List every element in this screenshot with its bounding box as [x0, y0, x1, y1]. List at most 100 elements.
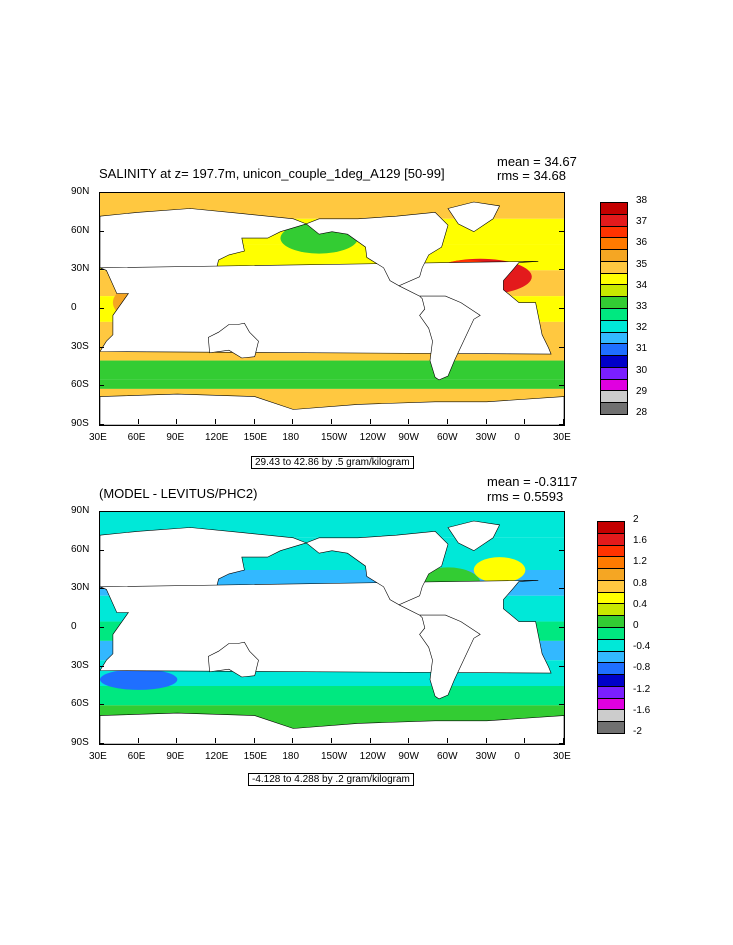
x-tick-mark: [447, 419, 448, 424]
x-tick-mark: [292, 419, 294, 424]
x-tick-mark: [176, 738, 178, 743]
land-mask: [398, 604, 481, 700]
x-tick-mark: [331, 738, 332, 743]
ocean-band: [100, 379, 564, 389]
x-tick-mark: [99, 738, 100, 743]
x-tick-mark: [99, 419, 100, 424]
anomaly-blob: [473, 557, 526, 583]
x-tick-label: 150W: [321, 751, 348, 762]
x-tick-mark: [292, 738, 294, 743]
y-tick-mark: [99, 269, 104, 271]
x-tick-mark: [369, 419, 371, 424]
y-tick-mark: [99, 665, 104, 667]
land-mask: [100, 580, 552, 674]
bottom-title: (MODEL - LEVITUS/PHC2): [99, 486, 258, 501]
x-tick-label: 60E: [127, 751, 146, 762]
x-tick-mark: [137, 738, 139, 743]
colorbar-label: 32: [636, 322, 648, 334]
y-tick-mark: [99, 192, 104, 193]
x-tick-label: 120E: [205, 751, 229, 762]
colorbar-label: 2: [633, 514, 639, 525]
y-tick-mark: [99, 385, 104, 387]
y-tick-mark: [99, 511, 104, 512]
y-tick-mark: [559, 549, 564, 551]
colorbar-label: 1.2: [633, 556, 647, 568]
x-tick-mark: [176, 419, 178, 424]
colorbar-label: 28: [636, 407, 648, 418]
y-tick-label: 90N: [71, 505, 90, 516]
colorbar-label: 29: [636, 385, 648, 397]
x-tick-label: 90W: [398, 751, 419, 762]
x-tick-label: 30E: [553, 751, 571, 762]
colorbar-label: 38: [636, 195, 648, 206]
x-tick-mark: [485, 419, 487, 424]
y-tick-label: 90S: [71, 737, 89, 748]
colorbar-label: -0.8: [633, 662, 651, 674]
y-tick-mark: [559, 269, 564, 271]
colorbar-label: -1.6: [633, 704, 651, 716]
colorbar-label: 37: [636, 216, 648, 228]
x-tick-label: 90E: [166, 432, 185, 443]
y-tick-label: 90S: [71, 418, 89, 429]
x-tick-label: 150W: [321, 432, 348, 443]
y-tick-label: 30S: [71, 659, 89, 671]
x-tick-mark: [215, 419, 216, 424]
x-tick-label: 60E: [127, 432, 146, 443]
y-tick-mark: [99, 743, 104, 744]
y-tick-mark: [559, 230, 564, 232]
y-tick-mark: [559, 627, 564, 628]
x-tick-label: 150E: [243, 751, 268, 762]
colorbar-label: 36: [636, 237, 648, 249]
top-map-plot: [99, 192, 565, 426]
y-tick-mark: [99, 704, 104, 706]
bottom-map-svg: [100, 512, 564, 744]
land-mask: [305, 530, 449, 606]
x-tick-mark: [524, 738, 526, 743]
x-tick-mark: [563, 738, 564, 743]
top-mean: mean = 34.67: [497, 154, 577, 169]
colorbar-label: -0.4: [633, 641, 651, 653]
y-tick-mark: [559, 346, 564, 348]
x-tick-mark: [408, 419, 410, 424]
y-tick-mark: [559, 424, 564, 425]
bottom-contour-info: -4.128 to 4.288 by .2 gram/kilogram: [248, 773, 414, 786]
y-tick-mark: [559, 192, 564, 193]
anomaly-blob: [100, 669, 178, 690]
y-tick-mark: [559, 588, 564, 590]
x-tick-mark: [563, 419, 564, 424]
y-tick-mark: [99, 549, 104, 551]
bottom-rms: rms = 0.5593: [487, 489, 564, 504]
colorbar-label: 31: [636, 343, 648, 355]
y-tick-mark: [99, 346, 104, 348]
x-tick-label: 90W: [398, 432, 419, 443]
land-mask: [398, 285, 481, 381]
colorbar-label: -2: [633, 726, 642, 737]
x-tick-mark: [524, 419, 526, 424]
colorbar-label: 30: [636, 364, 648, 376]
y-tick-mark: [559, 308, 564, 309]
x-tick-mark: [485, 738, 487, 743]
top-rms: rms = 34.68: [497, 168, 567, 183]
y-tick-label: 30N: [71, 582, 90, 594]
y-tick-mark: [559, 704, 564, 706]
x-tick-label: 150E: [243, 432, 268, 443]
colorbar-segment: [600, 402, 628, 415]
x-tick-label: 30W: [475, 432, 497, 443]
y-tick-label: 90N: [71, 186, 90, 197]
x-tick-label: 30E: [89, 751, 107, 762]
ocean-band: [100, 360, 564, 380]
x-tick-label: 60W: [437, 432, 458, 443]
y-tick-label: 0: [71, 621, 77, 632]
x-tick-mark: [253, 738, 255, 743]
x-tick-mark: [137, 419, 139, 424]
y-tick-mark: [99, 308, 104, 309]
x-tick-label: 180: [282, 432, 300, 443]
x-tick-label: 0: [514, 432, 520, 443]
land-mask: [100, 261, 552, 355]
top-contour-info: 29.43 to 42.86 by .5 gram/kilogram: [251, 456, 414, 469]
x-tick-mark: [408, 738, 410, 743]
x-tick-mark: [447, 738, 448, 743]
x-tick-mark: [215, 738, 216, 743]
colorbar-label: 0: [633, 620, 639, 631]
colorbar-label: 34: [636, 279, 648, 291]
